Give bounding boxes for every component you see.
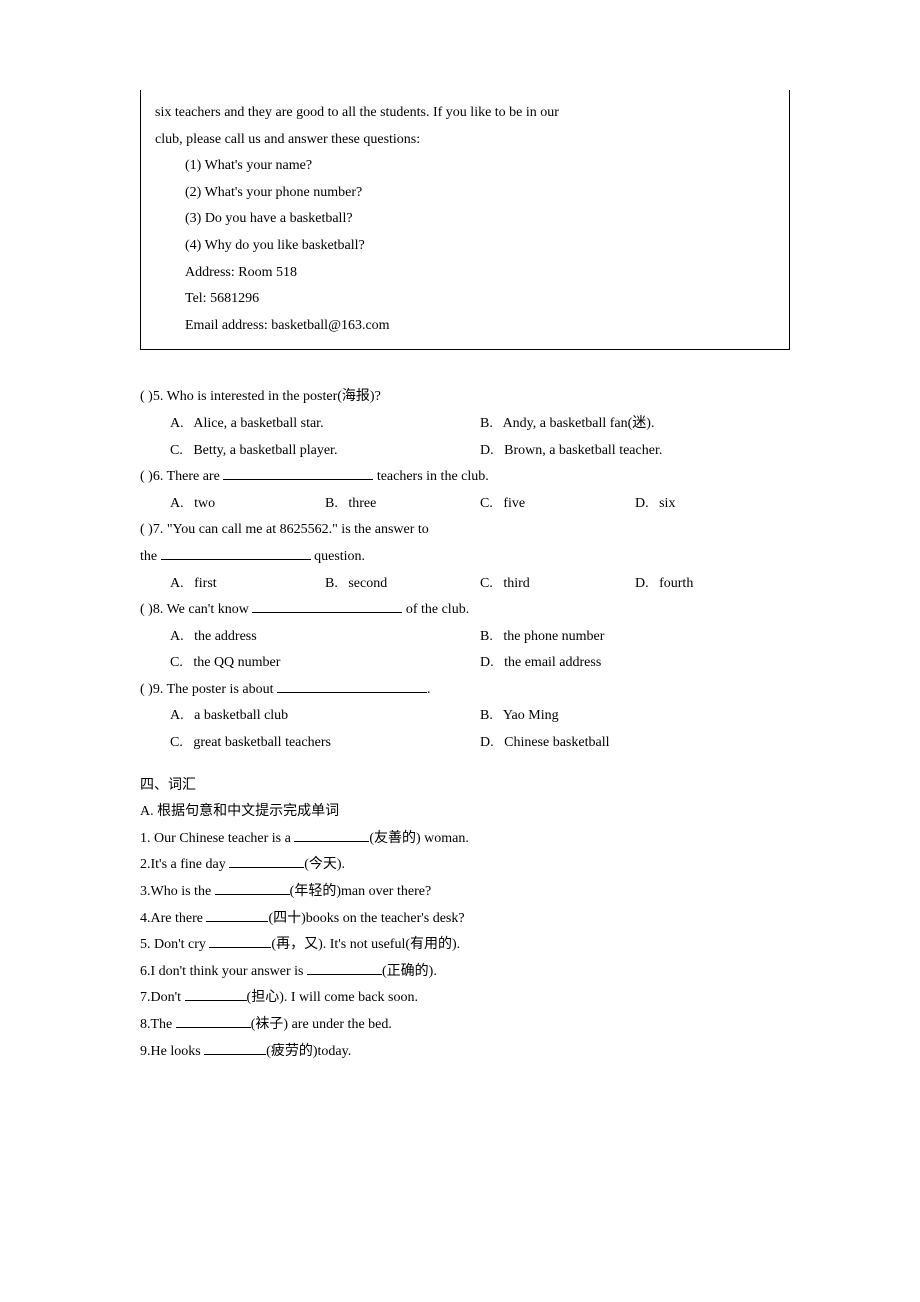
passage-line: club, please call us and answer these qu… [155,127,775,154]
option-a: A. first [170,571,325,598]
vocab-post: (袜子) are under the bed. [251,1017,392,1032]
question-8-options-row1: A. the address B. the phone number [140,624,790,651]
vocab-1: 1. Our Chinese teacher is a (友善的) woman. [140,826,790,853]
passage-email: Email address: basketball@163.com [155,313,775,340]
question-9-options-row2: C. great basketball teachers D. Chinese … [140,730,790,757]
stem-text-post: . [427,682,431,697]
question-6-options: A. two B. three C. five D. six [140,491,790,518]
section-4-sub-a: A. 根据句意和中文提示完成单词 [140,799,790,826]
option-d: D. six [635,491,790,518]
vocab-pre: 5. Don't cry [140,937,209,952]
vocab-9: 9.He looks (疲劳的)today. [140,1039,790,1066]
section-4-title: 四、词汇 [140,773,790,800]
question-5-options-row2: C. Betty, a basketball player. D. Brown,… [140,438,790,465]
blank [215,880,290,895]
option-c: C. third [480,571,635,598]
question-8-stem: ( )8. We can't know of the club. [140,597,790,624]
blank [277,678,427,693]
vocab-2: 2.It's a fine day (今天). [140,852,790,879]
question-5-options-row1: A. Alice, a basketball star. B. Andy, a … [140,411,790,438]
passage-question-2: (2) What's your phone number? [155,180,775,207]
vocab-post: (疲劳的)today. [266,1044,351,1059]
question-7-options: A. first B. second C. third D. fourth [140,571,790,598]
blank [204,1040,266,1055]
vocab-post: (四十)books on the teacher's desk? [268,911,464,926]
blank [176,1013,251,1028]
vocab-8: 8.The (袜子) are under the bed. [140,1012,790,1039]
stem-text-pre: ( )6. There are [140,469,223,484]
passage-tel: Tel: 5681296 [155,286,775,313]
question-6-stem: ( )6. There are teachers in the club. [140,464,790,491]
blank [307,960,382,975]
stem-text-post: of the club. [402,602,469,617]
passage-box: six teachers and they are good to all th… [140,90,790,350]
passage-line: six teachers and they are good to all th… [155,100,775,127]
option-b: B. Yao Ming [480,703,790,730]
blank [252,598,402,613]
vocab-pre: 7.Don't [140,990,185,1005]
vocab-pre: 6.I don't think your answer is [140,964,307,979]
page: six teachers and they are good to all th… [0,0,920,1302]
option-c: C. Betty, a basketball player. [170,438,480,465]
option-c: C. the QQ number [170,650,480,677]
blank [185,986,247,1001]
vocab-post: (今天). [304,857,345,872]
vocab-4: 4.Are there (四十)books on the teacher's d… [140,906,790,933]
option-b: B. the phone number [480,624,790,651]
question-8-options-row2: C. the QQ number D. the email address [140,650,790,677]
stem-text-post: question. [311,549,365,564]
question-5-stem: ( )5. Who is interested in the poster(海报… [140,384,790,411]
option-c: C. great basketball teachers [170,730,480,757]
option-a: A. the address [170,624,480,651]
vocab-pre: 2.It's a fine day [140,857,229,872]
passage-question-3: (3) Do you have a basketball? [155,206,775,233]
vocab-post: (正确的). [382,964,437,979]
option-a: A. a basketball club [170,703,480,730]
vocab-pre: 8.The [140,1017,176,1032]
option-d: D. Brown, a basketball teacher. [480,438,790,465]
stem-text-pre: ( )8. We can't know [140,602,252,617]
blank [161,545,311,560]
blank [209,933,271,948]
option-d: D. fourth [635,571,790,598]
option-b: B. second [325,571,480,598]
option-c: C. five [480,491,635,518]
option-b: B. three [325,491,480,518]
question-7-stem-line1: ( )7. "You can call me at 8625562." is t… [140,517,790,544]
passage-address: Address: Room 518 [155,260,775,287]
question-9-stem: ( )9. The poster is about . [140,677,790,704]
passage-question-1: (1) What's your name? [155,153,775,180]
question-7-stem-line2: the question. [140,544,790,571]
passage-question-4: (4) Why do you like basketball? [155,233,775,260]
vocab-pre: 4.Are there [140,911,206,926]
blank [223,465,373,480]
question-9-options-row1: A. a basketball club B. Yao Ming [140,703,790,730]
vocab-pre: 3.Who is the [140,884,215,899]
vocab-7: 7.Don't (担心). I will come back soon. [140,985,790,1012]
stem-text-pre: ( )9. The poster is about [140,682,277,697]
vocab-post: (年轻的)man over there? [290,884,432,899]
vocab-post: (再，又). It's not useful(有用的). [271,937,460,952]
vocab-6: 6.I don't think your answer is (正确的). [140,959,790,986]
blank [229,853,304,868]
stem-text-pre: the [140,549,161,564]
option-a: A. Alice, a basketball star. [170,411,480,438]
vocab-post: (担心). I will come back soon. [247,990,418,1005]
option-a: A. two [170,491,325,518]
blank [294,827,369,842]
vocab-pre: 1. Our Chinese teacher is a [140,831,294,846]
blank [206,907,268,922]
option-b: B. Andy, a basketball fan(迷). [480,411,790,438]
vocab-pre: 9.He looks [140,1044,204,1059]
stem-text-post: teachers in the club. [373,469,488,484]
vocab-5: 5. Don't cry (再，又). It's not useful(有用的)… [140,932,790,959]
vocab-post: (友善的) woman. [369,831,469,846]
option-d: D. Chinese basketball [480,730,790,757]
option-d: D. the email address [480,650,790,677]
vocab-3: 3.Who is the (年轻的)man over there? [140,879,790,906]
